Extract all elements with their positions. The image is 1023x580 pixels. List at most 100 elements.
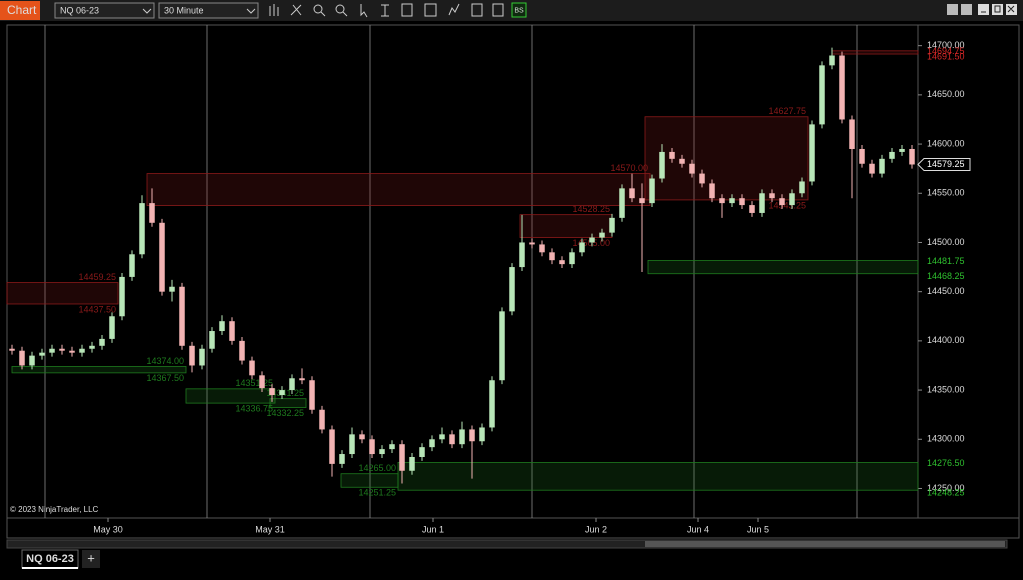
candle-body bbox=[189, 345, 195, 366]
candle-body bbox=[719, 198, 725, 204]
y-tick-label: 14550.00 bbox=[927, 188, 965, 198]
candle-body bbox=[859, 148, 865, 164]
zone bbox=[6, 282, 119, 305]
y-tick-label: 14700.00 bbox=[927, 40, 965, 50]
window-tab[interactable] bbox=[0, 1, 40, 20]
candle-body bbox=[649, 178, 655, 204]
interval-select[interactable] bbox=[158, 2, 259, 19]
candle-body bbox=[549, 252, 555, 261]
candle-body bbox=[389, 444, 395, 450]
add-tab[interactable] bbox=[82, 550, 100, 568]
y-tick-label: 14500.00 bbox=[927, 237, 965, 247]
zone bbox=[647, 260, 919, 275]
candle-body bbox=[9, 348, 15, 351]
candle-body bbox=[329, 429, 335, 464]
y-tick-label: 14600.00 bbox=[927, 138, 965, 148]
zone-label: 14351.25 bbox=[235, 378, 273, 388]
candle-body bbox=[359, 434, 365, 440]
window-title: Chart bbox=[7, 3, 37, 17]
candle-body bbox=[749, 205, 755, 213]
window-controls[interactable] bbox=[947, 4, 1017, 15]
zone bbox=[519, 214, 613, 238]
candle-body bbox=[429, 439, 435, 448]
zone-label: 14332.25 bbox=[266, 408, 304, 418]
y-tick-label: 14350.00 bbox=[927, 384, 965, 394]
scroll-thumb[interactable] bbox=[645, 541, 1005, 547]
zone bbox=[831, 50, 919, 55]
candle-body bbox=[769, 193, 775, 199]
instrument-select[interactable] bbox=[54, 2, 155, 19]
zone-label: 14505.00 bbox=[572, 238, 610, 248]
candle-body bbox=[579, 242, 585, 253]
zone-label: 14528.25 bbox=[572, 204, 610, 214]
candle-body bbox=[469, 429, 475, 442]
candle-body bbox=[519, 242, 525, 268]
zone bbox=[146, 173, 651, 206]
toolbar-icons[interactable] bbox=[269, 3, 504, 18]
candle-body bbox=[679, 158, 685, 164]
zone-label: 14374.00 bbox=[146, 356, 184, 366]
candle-body bbox=[479, 427, 485, 442]
candle-body bbox=[909, 148, 915, 165]
candle-body bbox=[739, 198, 745, 206]
candle-body bbox=[779, 198, 785, 206]
candle-body bbox=[89, 345, 95, 349]
candle-body bbox=[109, 316, 115, 339]
candle-body bbox=[639, 198, 645, 204]
candle-body bbox=[589, 237, 595, 243]
candle-body bbox=[19, 350, 25, 366]
zone bbox=[11, 366, 187, 374]
zone-label: 14437.50 bbox=[78, 304, 116, 314]
candle-body bbox=[289, 378, 295, 391]
candle-body bbox=[699, 173, 705, 184]
candle-body bbox=[709, 183, 715, 199]
candle-body bbox=[169, 286, 175, 292]
candle-body bbox=[879, 158, 885, 174]
candle-body bbox=[869, 163, 875, 174]
zone bbox=[397, 462, 919, 491]
zone bbox=[340, 473, 399, 488]
candle-body bbox=[789, 193, 795, 206]
x-tick-label: May 31 bbox=[255, 524, 285, 534]
candle-body bbox=[839, 55, 845, 120]
candle-body bbox=[419, 447, 425, 457]
candle-body bbox=[829, 55, 835, 66]
y-tick-label: 14400.00 bbox=[927, 335, 965, 345]
bs-button[interactable] bbox=[511, 2, 527, 18]
candle-body bbox=[509, 267, 515, 312]
candle-body bbox=[449, 434, 455, 445]
candle-body bbox=[259, 375, 265, 389]
zone-label: 14248.25 bbox=[927, 488, 965, 498]
zone-label: 14251.25 bbox=[358, 488, 396, 498]
dropdown-arrow bbox=[246, 8, 256, 14]
bs-label: BS bbox=[514, 7, 524, 14]
y-tick-label: 14250.00 bbox=[927, 483, 965, 493]
candle-body bbox=[799, 181, 805, 194]
x-tick-label: Jun 2 bbox=[585, 524, 607, 534]
candle-body bbox=[889, 151, 895, 159]
zone bbox=[269, 398, 307, 408]
copyright: © 2023 NinjaTrader, LLC bbox=[10, 505, 99, 514]
candle-body bbox=[309, 380, 315, 410]
candle-body bbox=[459, 429, 465, 445]
candle-body bbox=[159, 222, 165, 292]
zone-label: 14468.25 bbox=[927, 271, 965, 281]
scrollbar[interactable] bbox=[6, 539, 1008, 549]
candle-body bbox=[299, 378, 305, 381]
candle-body bbox=[489, 380, 495, 428]
zone-label: 14265.00 bbox=[358, 463, 396, 473]
candle-body bbox=[129, 254, 135, 277]
candle-body bbox=[849, 119, 855, 149]
candle-body bbox=[79, 348, 85, 353]
candle-body bbox=[219, 321, 225, 332]
candle-body bbox=[609, 217, 615, 233]
candle-body bbox=[349, 434, 355, 455]
candle-body bbox=[269, 388, 275, 395]
candle-body bbox=[439, 434, 445, 440]
candle-body bbox=[659, 151, 665, 179]
candle-body bbox=[69, 350, 75, 353]
candle-body bbox=[249, 360, 255, 376]
zone-label: 14570.00 bbox=[610, 163, 648, 173]
zone-label: 14691.50 bbox=[927, 51, 965, 61]
